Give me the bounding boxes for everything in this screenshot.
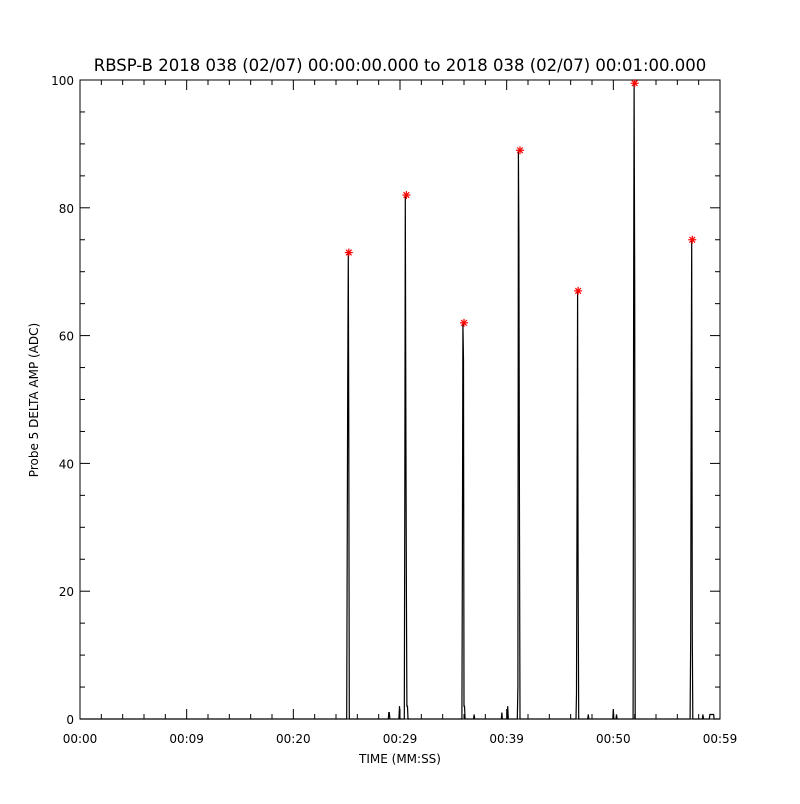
y-axis-label: Probe 5 DELTA AMP (ADC) (27, 323, 41, 477)
peak-marker (460, 318, 468, 327)
peak-marker-stroke (516, 147, 524, 154)
peak-marker (344, 248, 353, 257)
chart-title: RBSP-B 2018 038 (02/07) 00:00:00.000 to … (94, 56, 707, 75)
y-tick-label: 80 (59, 202, 74, 216)
peak-marker-stroke (403, 191, 410, 199)
x-tick-label: 00:00 (63, 732, 98, 746)
x-tick-label: 00:29 (383, 732, 418, 746)
x-tick-label: 00:39 (489, 732, 524, 746)
x-tick-label: 00:09 (169, 732, 204, 746)
y-tick-label: 20 (59, 585, 74, 599)
axis-ticks (79, 79, 721, 720)
x-tick-label: 00:50 (596, 732, 631, 746)
data-line (80, 83, 720, 720)
peak-marker-stroke (460, 319, 468, 327)
peak-marker-stroke (689, 236, 696, 243)
x-tick-label: 00:20 (276, 732, 311, 746)
y-tick-label: 40 (59, 457, 74, 471)
x-tick-label: 00:59 (703, 732, 738, 746)
x-axis-label: TIME (MM:SS) (358, 752, 441, 766)
peak-marker (688, 235, 697, 244)
peak-marker (574, 286, 583, 295)
tick-labels: 00:00 00:09 00:20 00:29 00:39 00:50 00:59 0 20 40… (51, 74, 737, 746)
y-tick-label: 100 (51, 74, 74, 88)
peak-marker-stroke (345, 249, 353, 256)
peak-markers (344, 79, 697, 327)
series-group (80, 83, 720, 720)
y-tick-label: 60 (59, 330, 74, 344)
peak-marker (516, 146, 524, 155)
peak-marker (630, 79, 639, 88)
y-tick-label: 0 (66, 713, 74, 727)
peak-marker-stroke (574, 287, 582, 295)
peak-marker-stroke (631, 79, 638, 87)
peak-marker (402, 191, 411, 200)
plot-frame (79, 79, 721, 720)
